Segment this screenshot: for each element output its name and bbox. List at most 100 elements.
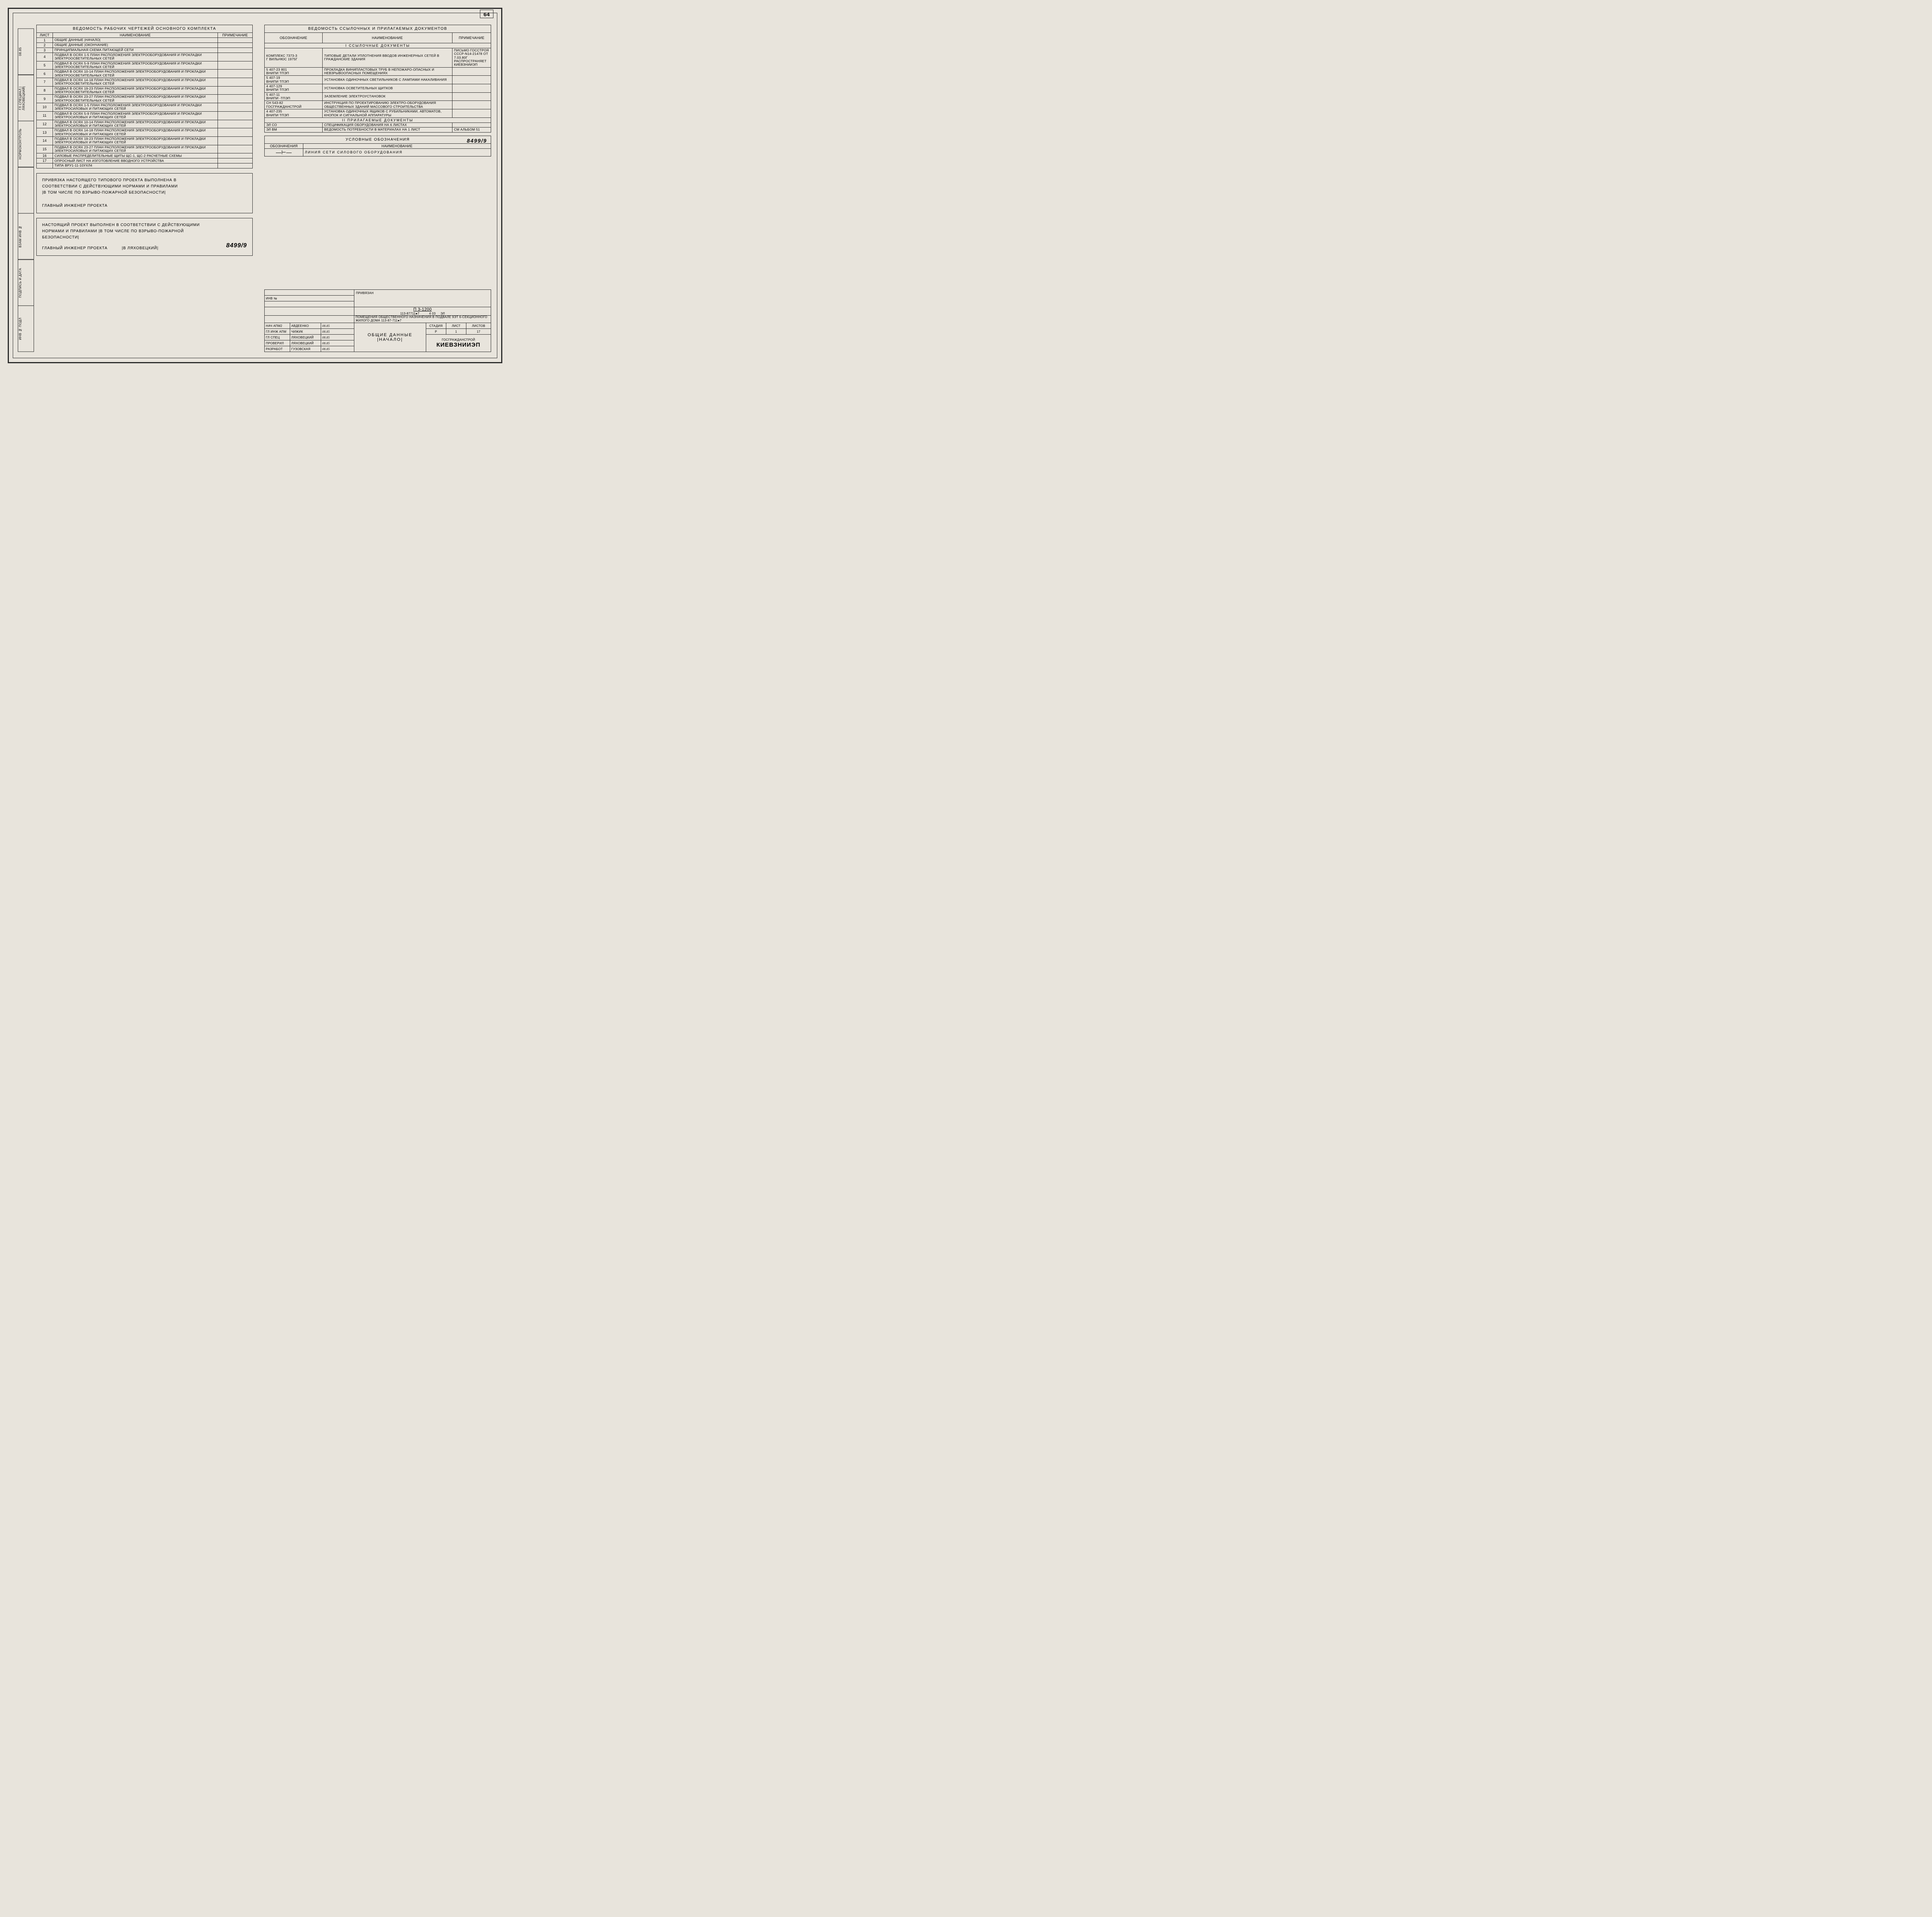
cell-name: УСТАНОВКА ОДИНОЧНЫХ СВЕТИЛЬНИКОВ С ЛАМПА… <box>323 76 452 84</box>
col-header: ОБОЗНАЧЕНИЕ <box>265 33 323 43</box>
cell-code: 5 407-23 801 ВНИПИ ТПЭП <box>265 67 323 76</box>
cell-note <box>218 43 253 48</box>
cell-sheet: 17 <box>37 158 53 163</box>
legend-symbol: —⊢— <box>265 148 303 156</box>
cell-note: СМ АЛЬБОМ 51 <box>452 128 491 132</box>
cell-name: ПОДВАЛ В ОСЯХ 5-9 ПЛАН РАСПОЛОЖЕНИЯ ЭЛЕК… <box>53 111 218 120</box>
cell-note <box>218 48 253 53</box>
note-line: ГЛАВНЫЙ ИНЖЕНЕР ПРОЕКТА <box>42 203 247 209</box>
cell-note <box>218 103 253 112</box>
cell-note <box>218 78 253 87</box>
role: НАЧ АПМ2 <box>265 323 290 329</box>
lbl: ЛИСТ <box>446 323 466 329</box>
cell-name: ПОДВАЛ В ОСЯХ 14-18 ПЛАН РАСПОЛОЖЕНИЯ ЭЛ… <box>53 78 218 87</box>
stamp: 08.85 <box>18 29 34 75</box>
lbl: СТАДИЯ <box>426 323 446 329</box>
cell-name: ПОДВАЛ В ОСЯХ 19-23 ПЛАН РАСПОЛОЖЕНИЯ ЭЛ… <box>53 86 218 95</box>
cell-code: 4 407-129 ВНИПИ ТПЭП <box>265 84 323 93</box>
col-header: НАИМЕНОВАНИЕ <box>303 143 491 148</box>
cell-note <box>218 38 253 43</box>
table-title: ВЕДОМОСТЬ ССЫЛОЧНЫХ И ПРИЛАГАЕМЫХ ДОКУМЕ… <box>265 25 491 33</box>
name: ГУЗОВСКАЯ <box>290 346 321 352</box>
cell-name: ОПРОСНЫЙ ЛИСТ НА ИЗГОТОВЛЕНИЕ ВВОДНОГО У… <box>53 158 218 163</box>
note-line: НАСТОЯЩИЙ ПРОЕКТ ВЫПОЛНЕН В СООТВЕТСТВИИ… <box>42 222 247 228</box>
inner-frame: 08.85 ГЛ СПЕЦИАЛ |ЛЯХОВЕЦКИЙ| НОРМОКОНТР… <box>13 13 497 358</box>
sig-date: 08.85 <box>321 346 354 352</box>
cell-sheet: 1 <box>37 38 53 43</box>
content-area: ВЕДОМОСТЬ РАБОЧИХ ЧЕРТЕЖЕЙ ОСНОВНОГО КОМ… <box>36 25 491 352</box>
cell-name: УСТАНОВКА ОСВЕТИТЕЛЬНЫХ ЩИТКОВ <box>323 84 452 93</box>
cell-name: ПОДВАЛ В ОСЯХ 14-18 ПЛАН РАСПОЛОЖЕНИЯ ЭЛ… <box>53 128 218 137</box>
cell-note <box>452 122 491 127</box>
role: ГЛ СПЕЦ <box>265 335 290 340</box>
cell-name: СИЛОВЫЕ РАСПРЕДЕЛИТЕЛЬНЫЕ ЩИТЫ ЩС-1, ЩС-… <box>53 153 218 158</box>
right-column: ВЕДОМОСТЬ ССЫЛОЧНЫХ И ПРИЛАГАЕМЫХ ДОКУМЕ… <box>264 25 491 352</box>
doc-number: 8499/9 <box>467 138 487 144</box>
cell-note <box>452 67 491 76</box>
col-header: ПРИМЕЧАНИЕ <box>218 33 253 38</box>
table-title: ВЕДОМОСТЬ РАБОЧИХ ЧЕРТЕЖЕЙ ОСНОВНОГО КОМ… <box>37 25 253 33</box>
col-header: НАИМЕНОВАНИЕ <box>53 33 218 38</box>
cell-note <box>218 86 253 95</box>
reference-docs-table: ВЕДОМОСТЬ ССЫЛОЧНЫХ И ПРИЛАГАЕМЫХ ДОКУМЕ… <box>264 25 491 133</box>
cell-code: КОМПЛЕКС 7373-3 Г ВИЛЬНЮС 1975г <box>265 48 323 68</box>
cell-note <box>218 158 253 163</box>
cell-note <box>218 61 253 70</box>
cell-sheet: 12 <box>37 120 53 128</box>
cell-note <box>218 136 253 145</box>
col-header: НАИМЕНОВАНИЕ <box>323 33 452 43</box>
tb-title: ОБЩИЕ ДАННЫЕ <box>355 333 425 337</box>
cell-note: ПИСЬМО ГОССТРОЯ СССР-N14-21478 ОТ 7.03.8… <box>452 48 491 68</box>
cell-code: ЭЛ СО <box>265 122 323 127</box>
section-header: II ПРИЛАГАЕМЫЕ ДОКУМЕНТЫ <box>265 117 491 122</box>
title-block: ПРИВЯЗАН ИНВ № П 3-1200 113-87711●7 4 03 <box>264 289 491 352</box>
stamp <box>18 167 34 214</box>
cell-note <box>452 101 491 109</box>
cell-code: 4 407-235 ВНИПИ ТПЭП <box>265 109 323 118</box>
tb-inv: ИНВ № <box>265 296 354 301</box>
tb-code: 4 03 <box>429 312 436 315</box>
org: ГОСГРАЖДАНСТРОЙ <box>427 338 490 342</box>
cell-code: СН 543-82 ГОСГРАЖДАНСТРОЙ <box>265 101 323 109</box>
cell-sheet: 5 <box>37 61 53 70</box>
val: 1 <box>446 329 466 335</box>
role: ПРОВЕРИЛ <box>265 340 290 346</box>
cell-name: СПЕЦИФИКАЦИЯ ОБОРУДОВАНИЯ НА 6 ЛИСТАХ <box>323 122 452 127</box>
name: ЛЯХОВЕЦКИЙ <box>290 340 321 346</box>
cell-note <box>218 95 253 103</box>
cell-name: ПОДВАЛ В ОСЯХ 1-5 ПЛАН РАСПОЛОЖЕНИЯ ЭЛЕК… <box>53 103 218 112</box>
val: Р <box>426 329 446 335</box>
sig-date: 08.85 <box>321 340 354 346</box>
val: 17 <box>466 329 491 335</box>
stamp: ВЗАМ ИНВ № <box>18 213 34 260</box>
cell-note <box>218 70 253 78</box>
cell-note <box>218 145 253 153</box>
cell-note <box>452 84 491 93</box>
stamp: ИНВ № ПОДЛ <box>18 306 34 352</box>
note-line: СООТВЕТСТВИИ С ДЕЙСТВУЮЩИМИ НОРМАМИ И ПР… <box>42 184 247 190</box>
cell-note <box>218 163 253 168</box>
note-line: |В ТОМ ЧИСЛЕ ПО ВЗРЫВО-ПОЖАРНОЙ БЕЗОПАСН… <box>42 190 247 196</box>
cell-code: ЭЛ ВМ <box>265 128 323 132</box>
drawings-list-table: ВЕДОМОСТЬ РАБОЧИХ ЧЕРТЕЖЕЙ ОСНОВНОГО КОМ… <box>36 25 253 168</box>
name: ЛЯХОВЕЦКИЙ <box>290 335 321 340</box>
tb-title: |НАЧАЛО| <box>355 337 425 342</box>
note-line: БЕЗОПАСНОСТИ| <box>42 235 247 241</box>
cell-note <box>218 153 253 158</box>
cell-note <box>452 109 491 118</box>
cell-name: ОБЩИЕ ДАННЫЕ |ОКОНЧАНИЕ| <box>53 43 218 48</box>
note-line: ГЛАВНЫЙ ИНЖЕНЕР ПРОЕКТА |В ЛЯХОВЕЦКИЙ| <box>42 245 247 252</box>
cell-sheet: 11 <box>37 111 53 120</box>
legend-table: УСЛОВНЫЕ ОБОЗНАЧЕНИЯ 8499/9 ОБОЗНАЧЕНИЯ … <box>264 136 491 156</box>
cell-name: ПОДВАЛ В ОСЯХ 19-23 ПЛАН РАСПОЛОЖЕНИЯ ЭЛ… <box>53 136 218 145</box>
cell-sheet: 10 <box>37 103 53 112</box>
cell-name: ПОДВАЛ В ОСЯХ 10-14 ПЛАН РАСПОЛОЖЕНИЯ ЭЛ… <box>53 70 218 78</box>
lbl: ЛИСТОВ <box>466 323 491 329</box>
col-header: ОБОЗНАЧЕНИЯ <box>265 143 303 148</box>
cell-code: 5 407-11 ВНИПИ -ТПЭП <box>265 92 323 101</box>
cell-sheet: 7 <box>37 78 53 87</box>
name: ЧИЖИК <box>290 329 321 335</box>
note-line: НОРМАМИ И ПРАВИЛАМИ |В ТОМ ЧИСЛЕ ПО ВЗРЫ… <box>42 228 247 235</box>
cell-name: ПОДВАЛ В ОСЯХ 10-14 ПЛАН РАСПОЛОЖЕНИЯ ЭЛ… <box>53 120 218 128</box>
cell-sheet <box>37 163 53 168</box>
